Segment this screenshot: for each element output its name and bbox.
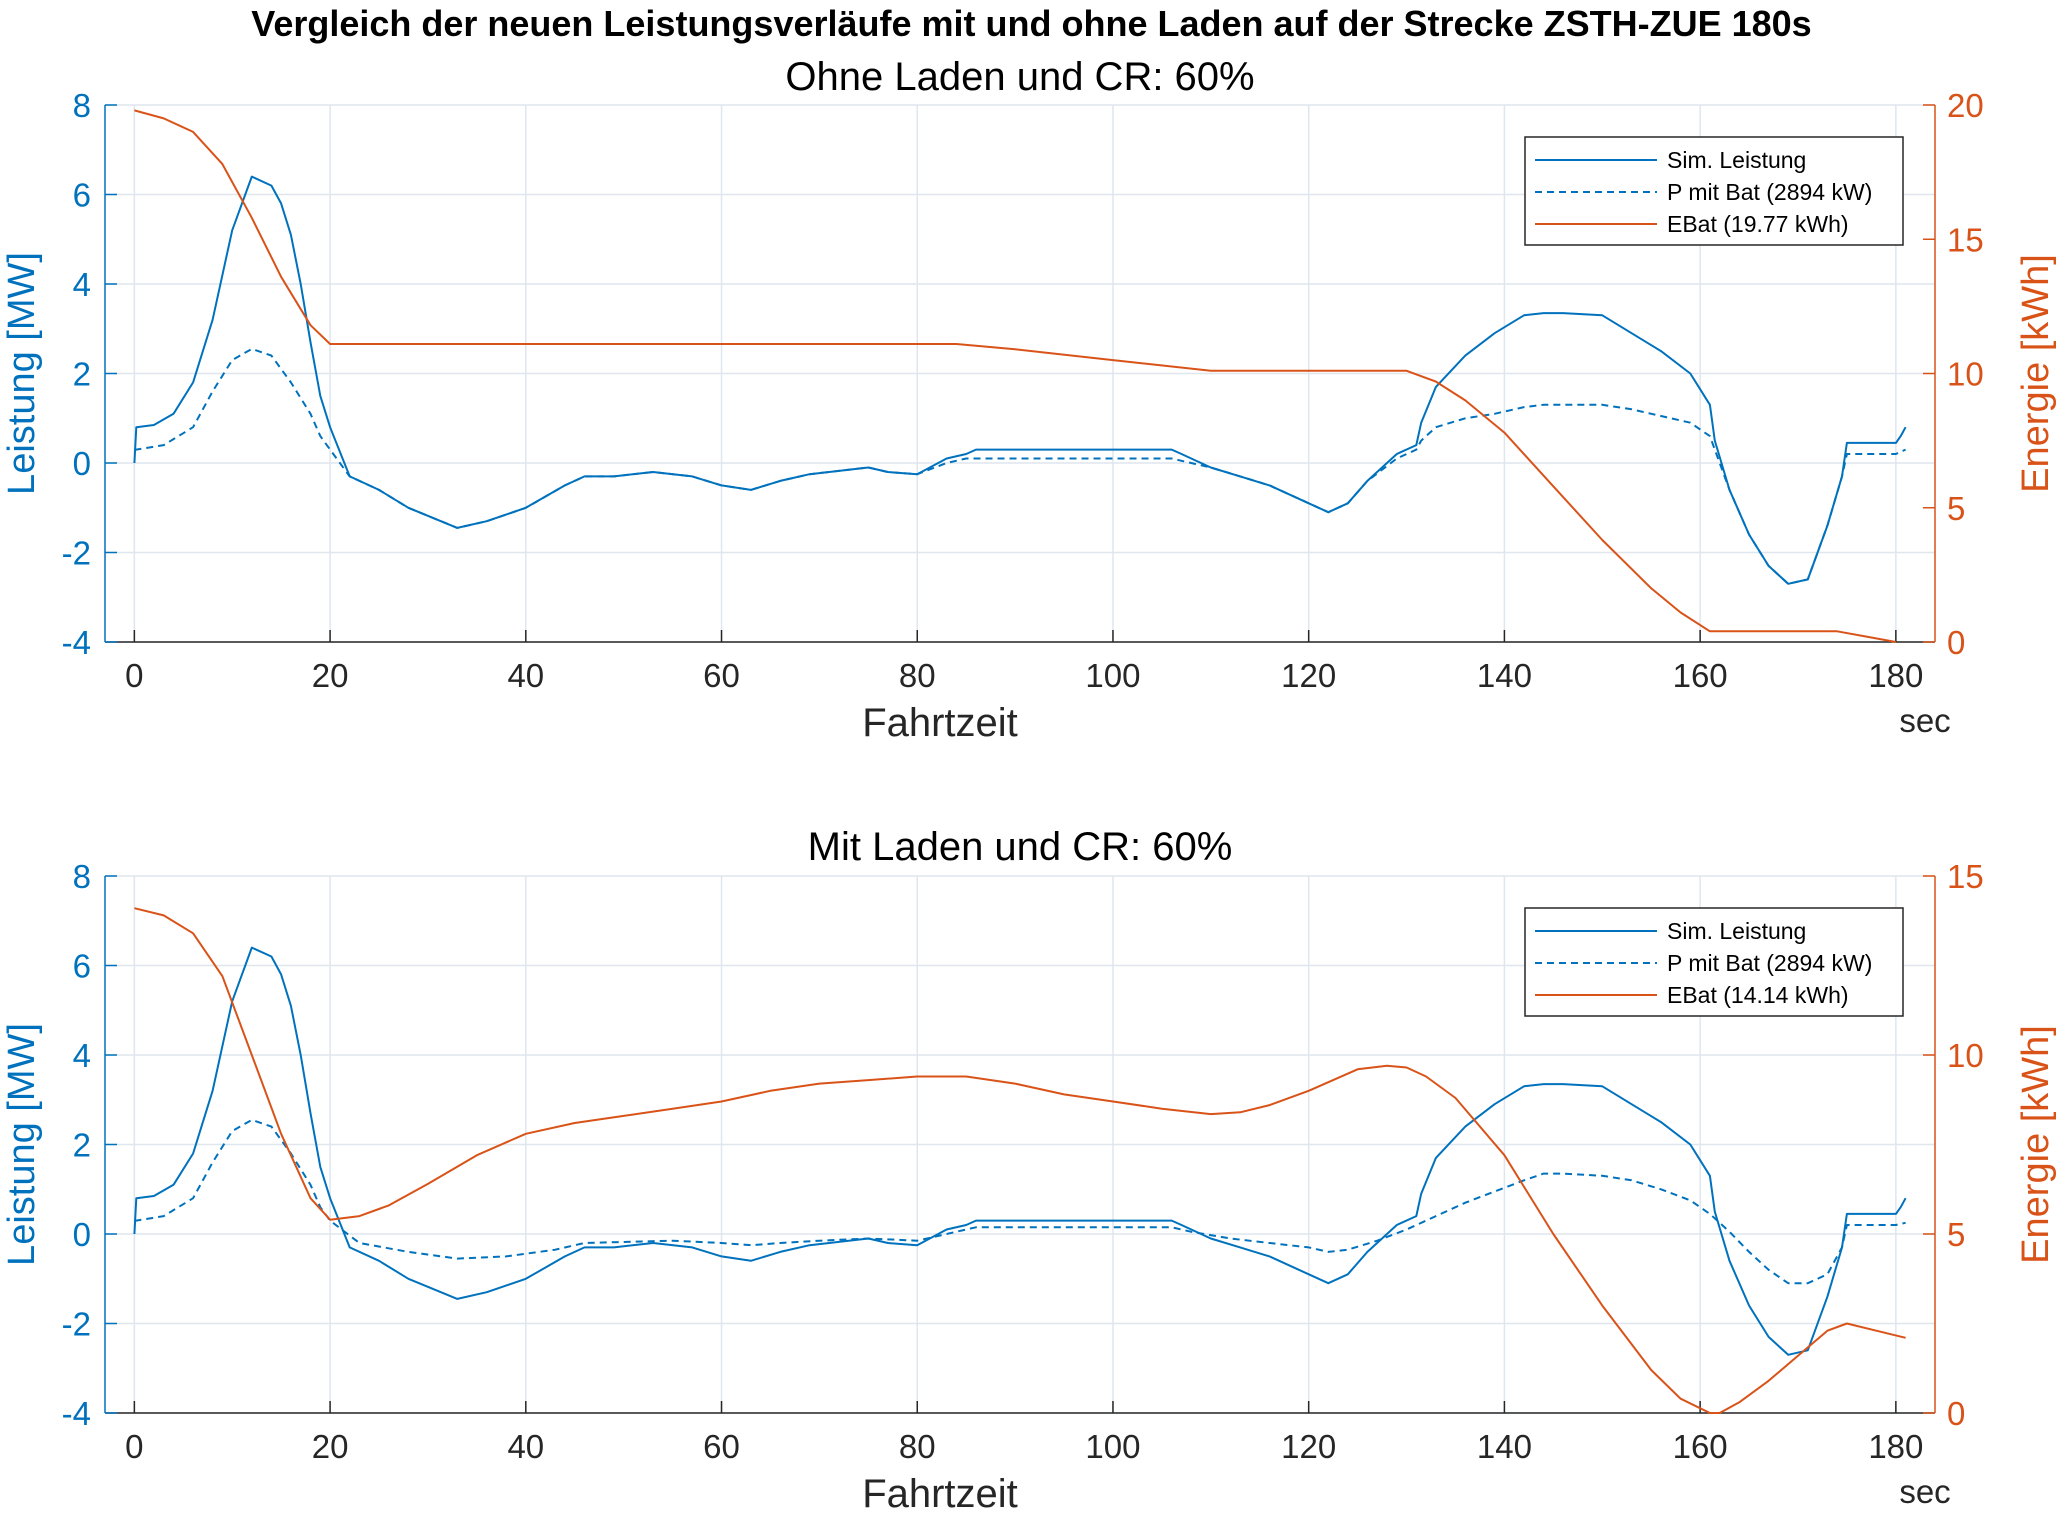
x-tick-label: 160 bbox=[1673, 657, 1728, 694]
y2-tick-label: 15 bbox=[1947, 221, 1984, 258]
y-tick-label: 0 bbox=[73, 445, 91, 482]
x-tick-label: 160 bbox=[1673, 1428, 1728, 1465]
y2-tick-label: 0 bbox=[1947, 624, 1965, 661]
chart-title: Mit Laden und CR: 60% bbox=[808, 825, 1233, 869]
y-tick-label: -4 bbox=[62, 624, 91, 661]
x-tick-label: 120 bbox=[1281, 1428, 1336, 1465]
y-tick-label: 2 bbox=[73, 356, 91, 393]
y-tick-label: -2 bbox=[62, 535, 91, 572]
x-tick-label: 40 bbox=[507, 1428, 544, 1465]
y-tick-label: -2 bbox=[62, 1306, 91, 1343]
series-line-0 bbox=[133, 175, 1907, 585]
y2-tick-label: 10 bbox=[1947, 1037, 1984, 1074]
x-tick-label: 60 bbox=[703, 1428, 740, 1465]
x-tick-label: 120 bbox=[1281, 657, 1336, 694]
y2-axis-label: Energie [kWh] bbox=[2015, 254, 2057, 493]
y-axis-label: Leistung [MW] bbox=[1, 252, 43, 495]
x-tick-label: 80 bbox=[899, 1428, 936, 1465]
x-tick-label: 40 bbox=[507, 657, 544, 694]
chart-panel-mit-laden: 0 20 40 60 80 100 120 140 160 180-4-202468051015M… bbox=[1, 825, 2057, 1516]
y-tick-label: 8 bbox=[73, 858, 91, 895]
series-line-2 bbox=[134, 907, 1906, 1414]
legend-label: EBat (19.77 kWh) bbox=[1667, 211, 1849, 237]
chart-title: Ohne Laden und CR: 60% bbox=[785, 55, 1254, 99]
y-tick-label: 8 bbox=[73, 87, 91, 124]
y2-tick-label: 5 bbox=[1947, 490, 1965, 527]
x-tick-label: 180 bbox=[1868, 1428, 1923, 1465]
legend: Sim. Leistung P mit Bat (2894 kW) EBat (14… bbox=[1524, 907, 1904, 1017]
x-axis-label: Fahrtzeit bbox=[862, 1472, 1018, 1516]
y-tick-label: 6 bbox=[73, 948, 91, 985]
legend-label: Sim. Leistung bbox=[1667, 918, 1806, 944]
chart-panel-ohne-laden: 0 20 40 60 80 100 120 140 160 180-4-2024680510152… bbox=[1, 55, 2057, 745]
x-tick-label: 180 bbox=[1868, 657, 1923, 694]
x-axis-label: Fahrtzeit bbox=[862, 701, 1018, 745]
x-tick-label: 140 bbox=[1477, 1428, 1532, 1465]
x-tick-label: 0 bbox=[125, 1428, 143, 1465]
x-tick-label: 100 bbox=[1085, 1428, 1140, 1465]
legend-label: P mit Bat (2894 kW) bbox=[1667, 179, 1872, 205]
x-axis-unit: sec bbox=[1899, 1473, 1950, 1510]
legend-label: Sim. Leistung bbox=[1667, 147, 1806, 173]
y-tick-label: 0 bbox=[73, 1216, 91, 1253]
y2-tick-label: 0 bbox=[1947, 1395, 1965, 1432]
series-line-0 bbox=[133, 946, 1907, 1356]
x-tick-label: 20 bbox=[312, 657, 349, 694]
series-line-1 bbox=[134, 347, 1907, 585]
x-tick-label: 20 bbox=[312, 1428, 349, 1465]
y-tick-label: 4 bbox=[73, 266, 91, 303]
y2-tick-label: 10 bbox=[1947, 356, 1984, 393]
y2-tick-label: 5 bbox=[1947, 1216, 1965, 1253]
legend: Sim. Leistung P mit Bat (2894 kW) EBat (19… bbox=[1524, 136, 1904, 246]
x-tick-label: 0 bbox=[125, 657, 143, 694]
y2-axis-label: Energie [kWh] bbox=[2015, 1025, 2057, 1264]
x-tick-label: 140 bbox=[1477, 657, 1532, 694]
series-line-2 bbox=[134, 109, 1897, 643]
legend-label: EBat (14.14 kWh) bbox=[1667, 982, 1849, 1008]
y-tick-label: 6 bbox=[73, 177, 91, 214]
y-tick-label: 4 bbox=[73, 1037, 91, 1074]
figure-title: Vergleich der neuen Leistungsverläufe mi… bbox=[251, 3, 1812, 44]
x-tick-label: 60 bbox=[703, 657, 740, 694]
x-tick-label: 100 bbox=[1085, 657, 1140, 694]
x-tick-label: 80 bbox=[899, 657, 936, 694]
series-line-1 bbox=[134, 1118, 1906, 1285]
y2-tick-label: 20 bbox=[1947, 87, 1984, 124]
y-axis-label: Leistung [MW] bbox=[1, 1023, 43, 1266]
y-tick-label: -4 bbox=[62, 1395, 91, 1432]
y2-tick-label: 15 bbox=[1947, 858, 1984, 895]
x-axis-unit: sec bbox=[1899, 702, 1950, 739]
y-tick-label: 2 bbox=[73, 1127, 91, 1164]
legend-label: P mit Bat (2894 kW) bbox=[1667, 950, 1872, 976]
